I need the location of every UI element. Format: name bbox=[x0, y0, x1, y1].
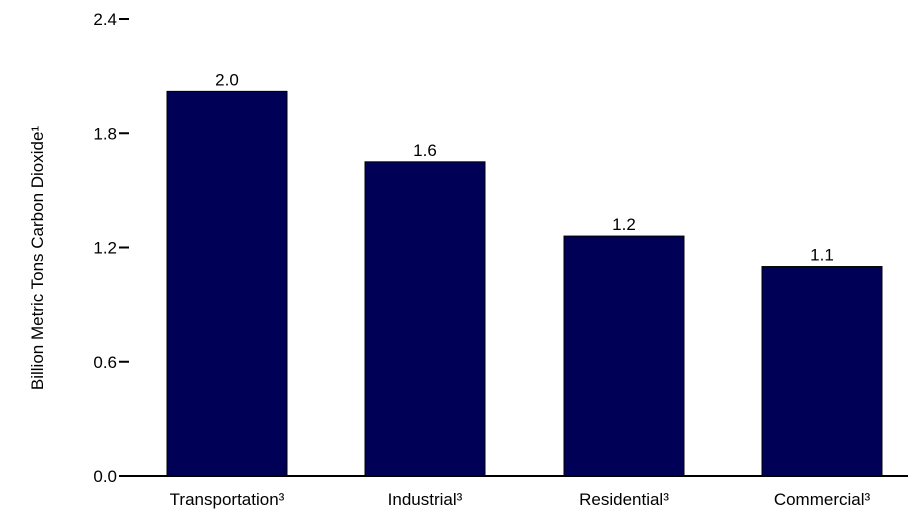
x-category-label: Industrial³ bbox=[388, 490, 463, 509]
x-axis: Transportation³ Industrial³ Residential³ Co… bbox=[119, 475, 908, 509]
y-tick-label: 0.0 bbox=[93, 467, 117, 486]
bar-1 bbox=[364, 161, 486, 477]
x-category-label: Transportation³ bbox=[170, 490, 285, 509]
x-category-label: Commercial³ bbox=[774, 490, 871, 509]
y-tick-label: 2.4 bbox=[93, 10, 117, 29]
bar-0 bbox=[166, 90, 288, 477]
bar-2 bbox=[563, 235, 685, 477]
bars bbox=[166, 90, 883, 477]
bar-value-label: 1.1 bbox=[810, 246, 834, 265]
bar-value-label: 1.2 bbox=[612, 215, 636, 234]
y-axis: 0.0 0.6 1.2 1.8 2.4 bbox=[93, 10, 129, 486]
bar-value-label: 2.0 bbox=[215, 70, 239, 89]
bar-value-label: 1.6 bbox=[413, 141, 437, 160]
y-tick-label: 1.2 bbox=[93, 239, 117, 258]
y-tick-label: 0.6 bbox=[93, 353, 117, 372]
y-tick-label: 1.8 bbox=[93, 124, 117, 143]
bar-3 bbox=[761, 266, 883, 477]
x-category-label: Residential³ bbox=[579, 490, 669, 509]
y-axis-title: Billion Metric Tons Carbon Dioxide¹ bbox=[28, 126, 47, 391]
value-labels: 2.0 1.6 1.2 1.1 bbox=[215, 70, 834, 264]
